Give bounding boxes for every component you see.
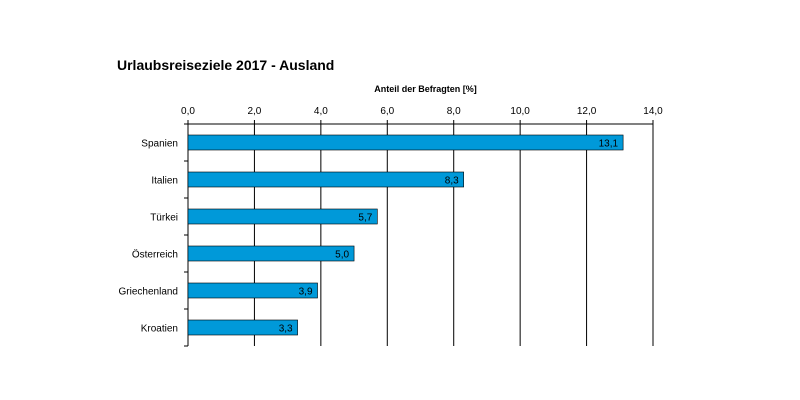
bars [187, 134, 624, 336]
bar [187, 134, 624, 151]
data-label: 8,3 [445, 176, 459, 187]
data-label: 5,7 [358, 213, 372, 224]
bar [187, 245, 355, 262]
x-tick-label: 2,0 [247, 106, 261, 117]
gridlines [187, 123, 654, 346]
bar [187, 282, 318, 299]
x-axis-ticks: 0,0 2,0 4,0 6,0 8,0 10,0 12,0 14,0 [181, 106, 663, 347]
data-label: 3,9 [299, 287, 313, 298]
x-tick-label: 8,0 [447, 106, 461, 117]
x-tick-label: 10,0 [510, 106, 530, 117]
category-labels: Spanien Italien Türkei Österreich Griechenla… [119, 139, 178, 335]
bar [187, 319, 298, 336]
x-tick-label: 0,0 [181, 106, 195, 117]
category-label: Kroatien [141, 324, 178, 335]
category-label: Österreich [132, 249, 178, 261]
x-tick-label: 4,0 [314, 106, 328, 117]
x-tick-label: 6,0 [380, 106, 394, 117]
chart-title: Urlaubsreiseziele 2017 - Ausland [117, 57, 335, 73]
category-label: Italien [151, 176, 178, 187]
data-label: 13,1 [599, 139, 619, 150]
category-label: Spanien [141, 139, 178, 150]
x-tick-label: 12,0 [577, 106, 597, 117]
bar [187, 171, 464, 188]
x-axis-title: Anteil der Befragten [%] [374, 84, 477, 94]
bar [187, 208, 378, 225]
data-labels: 13,1 8,3 5,7 5,0 3,9 3,3 [279, 139, 619, 335]
data-label: 3,3 [279, 324, 293, 335]
category-label: Griechenland [119, 287, 178, 298]
data-label: 5,0 [335, 250, 349, 261]
category-label: Türkei [150, 213, 178, 224]
x-tick-label: 14,0 [643, 106, 663, 117]
